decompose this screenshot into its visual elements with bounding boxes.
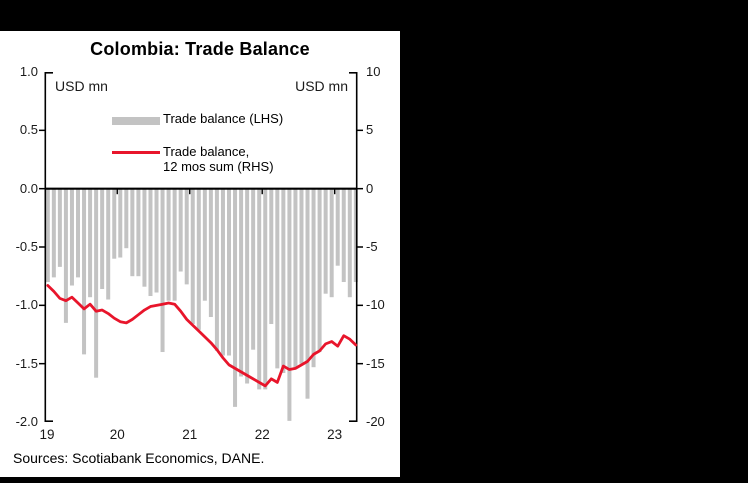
lhs-tick-label: -1.5	[15, 355, 38, 371]
rhs-tick-label: -15	[366, 355, 385, 371]
lhs-unit-label: USD mn	[55, 78, 108, 94]
lhs-tick-label: -2.0	[15, 414, 38, 429]
lhs-tick-label: 0.0	[19, 180, 38, 196]
rhs-tick-label: 5	[366, 122, 374, 138]
lhs-tick-label: 0.5	[19, 122, 38, 138]
chart-title: Colombia: Trade Balance	[90, 39, 310, 59]
rhs-tick-label: 0	[366, 180, 374, 196]
legend-bar-label: Trade balance (LHS)	[163, 111, 284, 126]
trade-balance-chart	[39, 71, 363, 423]
x-tick-label: 22	[254, 427, 270, 442]
legend-bar-swatch-icon	[112, 117, 160, 125]
x-tick-label: 19	[39, 427, 55, 442]
source-note: Sources: Scotiabank Economics, DANE.	[13, 450, 265, 466]
rhs-tick-label: -10	[366, 297, 385, 313]
rhs-unit-label: USD mn	[295, 78, 348, 94]
lhs-tick-label: -0.5	[15, 239, 38, 254]
x-tick-label: 21	[182, 427, 198, 442]
lhs-tick-label: -1.0	[15, 297, 38, 313]
legend-line-swatch-icon	[112, 151, 160, 155]
lhs-tick-label: 1.0	[19, 64, 38, 79]
x-tick-label: 23	[327, 427, 343, 442]
legend-line-label-line1: Trade balance,	[163, 144, 250, 159]
rhs-tick-label: -5	[366, 239, 378, 254]
legend-line-label-line2: 12 mos sum (RHS)	[163, 158, 274, 174]
rhs-tick-label: 10	[366, 64, 381, 79]
x-tick-label: 20	[109, 427, 125, 442]
chart-panel: Colombia: Trade Balance USD mn USD mn 1.…	[0, 31, 400, 477]
rhs-tick-label: -20	[366, 414, 385, 429]
